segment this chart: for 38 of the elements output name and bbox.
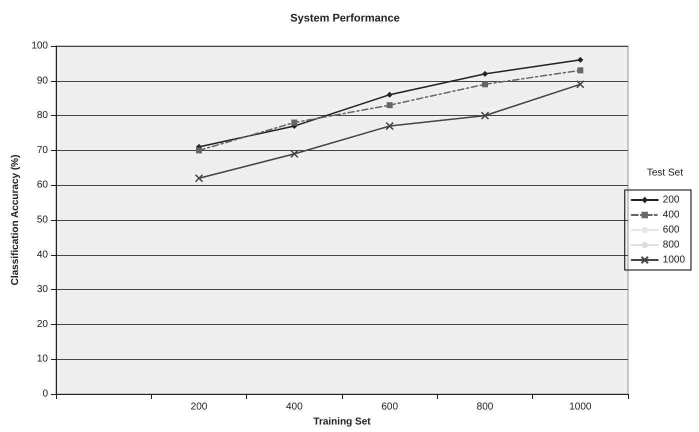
x-tick-label: 400 — [286, 402, 304, 412]
point — [482, 70, 488, 77]
legend-label: 600 — [662, 224, 680, 236]
y-tick-label: 10 — [36, 354, 48, 365]
point — [576, 80, 585, 89]
legend-label: 800 — [662, 240, 680, 250]
y-tick-label: 30 — [36, 284, 48, 296]
y-tick-label: 80 — [36, 110, 48, 122]
point — [386, 102, 393, 108]
y-tick-label: 90 — [36, 75, 48, 86]
x-tick-label: 600 — [381, 402, 398, 412]
y-tick-label: 50 — [36, 214, 48, 226]
point — [577, 56, 584, 63]
point — [290, 150, 299, 158]
x-tick-label: 800 — [476, 402, 494, 412]
x-axis-title: Training Set — [313, 416, 372, 428]
x-tick-label: 1000 — [569, 402, 592, 412]
point — [577, 67, 584, 74]
point — [196, 147, 202, 154]
y-tick-label: 0 — [42, 388, 48, 400]
legend-label: 200 — [662, 194, 680, 206]
y-tick-label: 60 — [36, 180, 48, 191]
point — [291, 120, 298, 126]
legend-label: 400 — [662, 210, 680, 220]
y-tick-label: 100 — [31, 40, 48, 52]
y-tick-label: 40 — [36, 249, 48, 260]
point — [385, 122, 394, 130]
point — [482, 81, 488, 88]
y-tick-label: 20 — [36, 318, 48, 330]
legend-label: 1000 — [662, 254, 686, 266]
y-axis-title: Classification Accuracy (%) — [10, 154, 21, 286]
x-tick-label: 200 — [190, 402, 208, 412]
y-tick-label: 70 — [36, 144, 48, 156]
point — [194, 174, 204, 182]
legend-title: Test Set — [646, 168, 684, 178]
point — [386, 92, 393, 98]
point — [480, 111, 490, 120]
chart-title: System Performance — [290, 12, 400, 24]
